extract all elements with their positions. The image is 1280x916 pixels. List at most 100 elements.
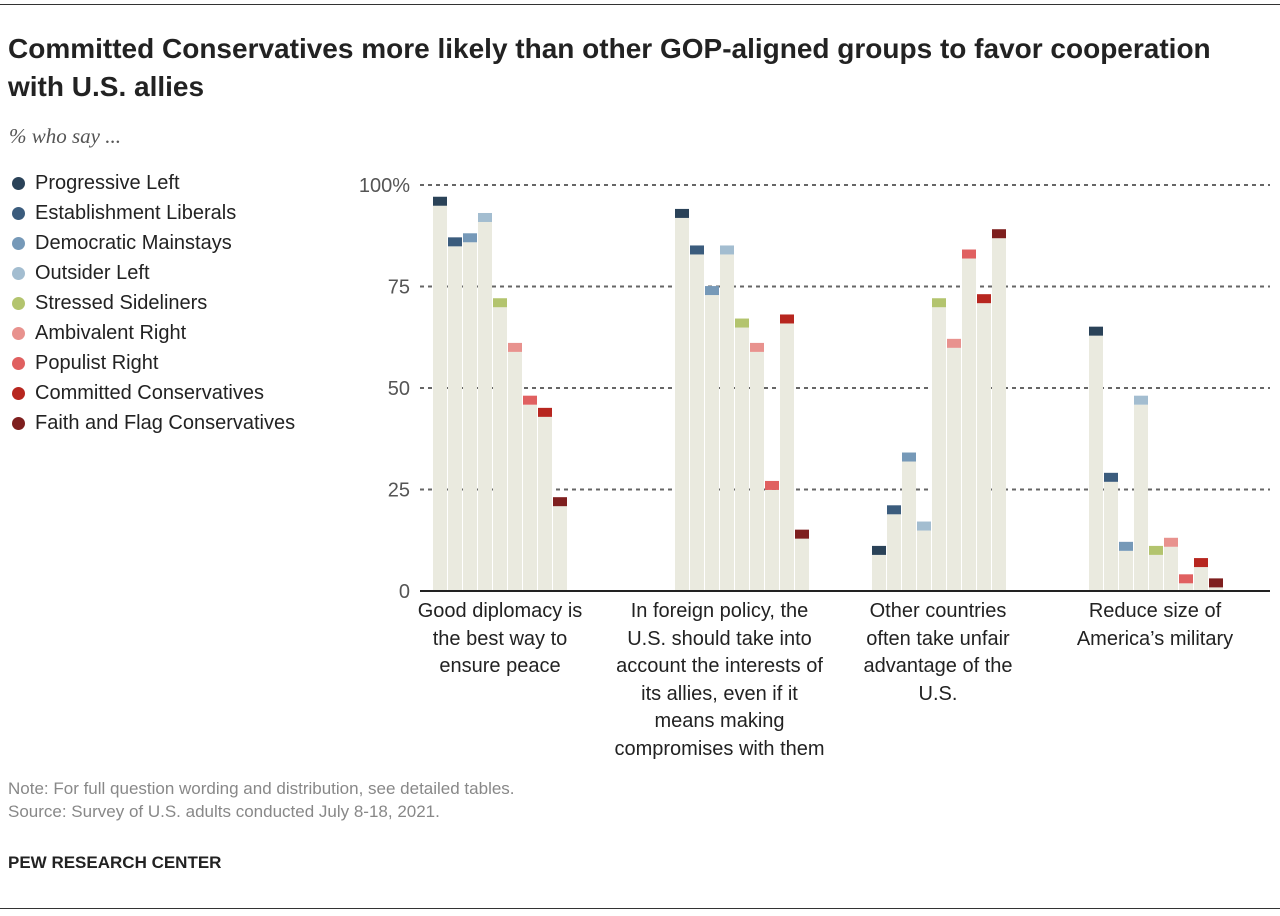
category-label: Other countries often take unfair advant… <box>863 600 1013 705</box>
legend-item: Faith and Flag Conservatives <box>12 408 295 438</box>
bar <box>902 461 916 591</box>
bar <box>463 242 477 591</box>
legend-dot-icon <box>12 206 25 220</box>
bar <box>977 303 991 591</box>
legend-item: Stressed Sideliners <box>12 288 295 318</box>
bar-marker <box>917 521 931 531</box>
bar-marker <box>765 480 779 490</box>
bar <box>1179 583 1193 591</box>
bar-marker <box>962 249 976 259</box>
legend-label: Stressed Sideliners <box>35 291 208 314</box>
bar <box>553 506 567 591</box>
category-label: In foreign policy, the U.S. should take … <box>614 600 825 760</box>
legend-dot-icon <box>12 416 25 430</box>
bar-marker <box>1194 558 1208 568</box>
bar <box>1134 404 1148 591</box>
legend-dot-icon <box>12 296 25 310</box>
legend-dot-icon <box>12 176 25 190</box>
bar-marker <box>992 229 1006 239</box>
bar-marker <box>448 237 462 247</box>
bar <box>992 238 1006 591</box>
y-tick-label: 0 <box>399 581 410 603</box>
bar <box>523 404 537 591</box>
legend-dot-icon <box>12 266 25 280</box>
bar <box>448 246 462 591</box>
y-tick-label: 100% <box>359 175 410 197</box>
legend-label: Establishment Liberals <box>35 201 237 224</box>
bar-marker <box>795 529 809 539</box>
y-tick-label: 75 <box>388 277 410 299</box>
legend-item: Ambivalent Right <box>12 318 295 348</box>
bar <box>705 295 719 591</box>
category-label: Reduce size of America’s military <box>1076 600 1234 650</box>
legend-label: Faith and Flag Conservatives <box>35 411 296 434</box>
bar-marker <box>1119 541 1133 551</box>
legend-item: Democratic Mainstays <box>12 228 295 258</box>
bar-marker <box>720 245 734 255</box>
bar-chart: 0 25 50 75 100% <box>359 175 1270 603</box>
bar <box>1119 550 1133 591</box>
legend-label: Progressive Left <box>35 171 180 194</box>
bar-marker <box>690 245 704 255</box>
legend-item: Progressive Left <box>12 168 295 198</box>
legend-item: Populist Right <box>12 348 295 378</box>
bar <box>765 489 779 591</box>
bar-marker <box>675 208 689 218</box>
bar-marker <box>523 395 537 405</box>
bar-marker <box>1134 395 1148 405</box>
bar-marker <box>1179 574 1193 584</box>
bar <box>493 307 507 591</box>
brand-label: PEW RESEARCH CENTER <box>8 853 222 872</box>
bar-marker <box>872 545 886 555</box>
bar-marker <box>750 342 764 352</box>
bar <box>1209 587 1223 591</box>
bar <box>1089 335 1103 591</box>
legend: Progressive Left Establishment Liberals De… <box>12 168 295 438</box>
legend-label: Democratic Mainstays <box>35 231 232 254</box>
bar-marker <box>947 338 961 348</box>
bar <box>962 258 976 591</box>
bar <box>947 347 961 591</box>
legend-dot-icon <box>12 386 25 400</box>
bar-marker <box>705 286 719 296</box>
legend-item: Committed Conservatives <box>12 378 295 408</box>
y-tick-label: 50 <box>388 378 410 400</box>
legend-item: Outsider Left <box>12 258 295 288</box>
bottom-rule <box>0 908 1280 909</box>
source: Source: Survey of U.S. adults conducted … <box>8 802 440 821</box>
legend-dot-icon <box>12 356 25 370</box>
bar <box>690 254 704 591</box>
bar <box>1194 567 1208 591</box>
category-label: Good diplomacy is the best way to ensure… <box>417 600 583 677</box>
bar-marker <box>463 233 477 243</box>
bar-marker <box>780 314 794 324</box>
bar-marker <box>1209 578 1223 588</box>
top-rule <box>0 4 1280 5</box>
legend-dot-icon <box>12 236 25 250</box>
bar <box>478 221 492 592</box>
bar-marker <box>1104 472 1118 482</box>
bar-marker <box>433 196 447 206</box>
bar-marker <box>735 318 749 328</box>
y-tick-label: 25 <box>388 480 410 502</box>
bar <box>932 307 946 591</box>
chart-subtitle: % who say ... <box>9 124 121 148</box>
bar-marker <box>902 452 916 462</box>
note: Note: For full question wording and dist… <box>8 779 515 798</box>
bar <box>675 217 689 592</box>
legend-label: Committed Conservatives <box>35 381 264 404</box>
bar-marker <box>977 294 991 304</box>
bar <box>750 351 764 591</box>
legend-label: Populist Right <box>35 351 159 374</box>
bar <box>887 514 901 591</box>
bar-marker <box>478 212 492 222</box>
bar <box>433 205 447 592</box>
legend-dot-icon <box>12 326 25 340</box>
bar <box>735 327 749 591</box>
legend-label: Outsider Left <box>35 261 150 284</box>
bar-marker <box>538 407 552 417</box>
bar <box>872 554 886 591</box>
bar <box>1149 554 1163 591</box>
bar <box>720 254 734 591</box>
